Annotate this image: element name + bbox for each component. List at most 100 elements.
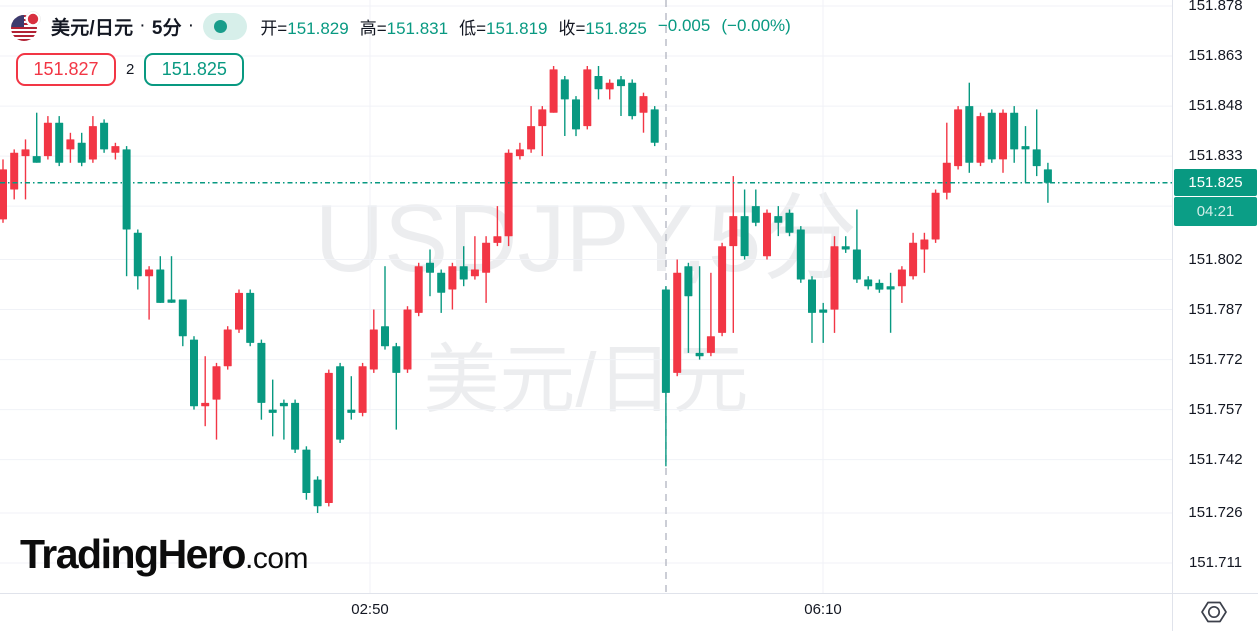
- candle-wick: [474, 236, 476, 280]
- candle-body: [785, 212, 794, 233]
- candle-body: [695, 352, 704, 357]
- candle-wick: [609, 79, 611, 100]
- candle-body: [235, 292, 243, 330]
- candle-wick: [36, 112, 38, 163]
- candle-body: [403, 309, 412, 370]
- spread-value: 2: [126, 61, 135, 78]
- tradinghero-logo: TradingHero .com: [20, 531, 309, 578]
- candle-body: [10, 152, 19, 190]
- candle-body: [852, 249, 861, 280]
- candle-body: [133, 232, 142, 277]
- candle-body: [437, 272, 446, 293]
- candle-body: [459, 266, 468, 280]
- candle-body: [594, 76, 603, 90]
- candle-body: [628, 82, 637, 117]
- interval-label: 5分: [151, 17, 182, 39]
- candle-body: [909, 242, 918, 277]
- candle-body: [639, 96, 648, 113]
- price-axis-label: 151.757: [1188, 401, 1243, 418]
- price-axis-label: 151.711: [1188, 554, 1243, 571]
- candle-body: [482, 242, 491, 273]
- candlestick-chart[interactable]: [0, 0, 1172, 593]
- candle-body: [673, 272, 682, 373]
- candle-body: [291, 402, 300, 450]
- candle-body: [931, 192, 940, 240]
- symbol-name: 美元/日元: [51, 17, 134, 39]
- candle-body: [515, 149, 524, 157]
- candle-body: [88, 126, 97, 160]
- candle-body: [538, 109, 547, 127]
- candle-body: [66, 139, 75, 150]
- candle-body: [392, 346, 401, 373]
- candle-wick: [687, 262, 690, 353]
- candle-wick: [148, 266, 150, 320]
- candle-body: [1010, 112, 1019, 150]
- status-dot-icon: [214, 19, 228, 33]
- time-axis[interactable]: 02:50 06:10: [0, 593, 1258, 631]
- candle-body: [965, 106, 974, 163]
- candle-body: [313, 479, 322, 507]
- price-axis-label: 151.863: [1188, 47, 1243, 64]
- candle-body: [751, 206, 760, 223]
- candle-body: [448, 266, 457, 290]
- ohlc-close: 收=151.825: [558, 18, 647, 38]
- price-change: −0.005: [657, 16, 711, 35]
- candle-body: [32, 156, 41, 163]
- price-axis-label: 151.833: [1188, 147, 1243, 164]
- candle-body: [740, 216, 749, 257]
- buy-button[interactable]: 151.825: [144, 53, 245, 86]
- candle-wick: [1036, 109, 1038, 177]
- time-axis-label: 02:50: [351, 601, 389, 618]
- candle-body: [527, 126, 536, 150]
- candle-body: [268, 409, 277, 413]
- price-axis-label: 151.772: [1188, 351, 1243, 368]
- candle-body: [954, 109, 963, 167]
- logo-suffix-text: .com: [244, 542, 309, 575]
- usdjpy-flag-icon: [11, 11, 41, 41]
- candle-body: [864, 279, 873, 287]
- candle-body: [178, 299, 187, 337]
- ohlc-readout: 开=151.829 高=151.831 低=151.819 收=151.825 …: [260, 14, 791, 39]
- bar-countdown-label: 04:21: [1174, 197, 1257, 226]
- price-axis[interactable]: 151.825 04:21 151.878 151.863 151.848 151.8…: [1172, 0, 1258, 631]
- candle-body: [886, 286, 895, 290]
- candle-body: [729, 216, 738, 247]
- candle-wick: [496, 206, 499, 247]
- title-separator-2: ·: [187, 15, 195, 36]
- candle-body: [43, 122, 52, 157]
- candle-body: [504, 152, 513, 237]
- price-axis-label: 151.802: [1188, 251, 1243, 268]
- candle-body: [841, 246, 850, 250]
- ohlc-open: 开=151.829: [260, 18, 349, 38]
- candle-body: [347, 409, 356, 413]
- candle-body: [426, 262, 434, 273]
- candle-body: [100, 122, 109, 150]
- symbol-title[interactable]: 美元/日元 · 5分 ·: [51, 13, 194, 40]
- candle-body: [830, 246, 839, 310]
- market-status-icon[interactable]: [203, 12, 248, 40]
- title-separator: ·: [139, 15, 146, 36]
- candle-body: [21, 149, 30, 157]
- candle-wick: [215, 362, 218, 440]
- candle-body: [999, 112, 1007, 160]
- ohlc-low: 低=151.819: [459, 18, 548, 38]
- candle-body: [493, 236, 502, 243]
- candle-body: [684, 266, 693, 297]
- candle-body: [122, 149, 131, 230]
- candle-body: [987, 112, 996, 160]
- candle-wick: [1024, 126, 1027, 183]
- candle-wick: [429, 249, 431, 297]
- candle-wick: [732, 176, 734, 333]
- candle-body: [223, 329, 232, 367]
- candle-wick: [283, 399, 285, 440]
- sell-button[interactable]: 151.827: [16, 53, 116, 86]
- candle-wick: [856, 209, 858, 283]
- candle-body: [605, 82, 614, 90]
- hexagon-settings-icon[interactable]: [1198, 598, 1230, 626]
- candle-body: [201, 402, 210, 407]
- candle-body: [0, 169, 7, 220]
- candle-wick: [272, 379, 274, 437]
- current-price-label: 151.825: [1174, 169, 1257, 196]
- logo-brand-text: TradingHero: [20, 531, 246, 577]
